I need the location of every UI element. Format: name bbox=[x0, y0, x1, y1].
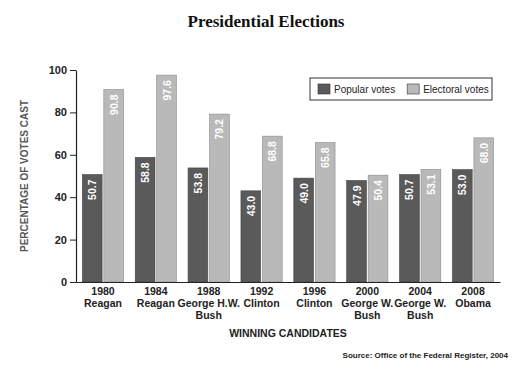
bars bbox=[82, 75, 493, 282]
bar bbox=[315, 143, 335, 282]
title: Presidential Elections bbox=[188, 12, 345, 31]
bar bbox=[241, 191, 261, 282]
x-tick-label: 1996Clinton bbox=[296, 285, 332, 309]
x-tick: 1996Clinton bbox=[296, 282, 332, 309]
y-tick: 100 bbox=[49, 64, 76, 76]
x-axis: 1980Reagan1984Reagan1988George H.W.Bush1… bbox=[77, 282, 501, 321]
bar bbox=[400, 175, 420, 282]
data-label: 68.0 bbox=[478, 143, 490, 164]
data-label: 50.7 bbox=[403, 179, 415, 200]
legend-item: Electoral votes bbox=[407, 84, 489, 95]
y-axis: 0 20 40 60 80 100 bbox=[49, 64, 77, 288]
y-tick-mark bbox=[70, 282, 76, 283]
plot: 50.7 58.8 53.8 43.0 49.0 47.9 50.7 53.0 90.8 97.6… bbox=[49, 64, 501, 321]
bar bbox=[421, 169, 441, 282]
legend-item: Popular votes bbox=[318, 84, 395, 95]
y-tick-label: 20 bbox=[55, 234, 67, 246]
y-tick-label: 0 bbox=[61, 276, 67, 288]
y-tick: 40 bbox=[55, 191, 76, 203]
legend-box bbox=[310, 78, 492, 100]
bar bbox=[347, 180, 367, 282]
x-tick: 2008Obama bbox=[455, 282, 491, 309]
y-tick: 20 bbox=[55, 234, 76, 246]
x-tick: 1984Reagan bbox=[137, 282, 175, 309]
bar bbox=[82, 175, 102, 282]
data-label: 97.6 bbox=[161, 80, 173, 101]
bar bbox=[104, 90, 124, 282]
bar bbox=[262, 136, 282, 282]
x-tick-label: 2004George W.Bush bbox=[394, 285, 446, 320]
x-tick: 1980Reagan bbox=[84, 282, 122, 309]
bar bbox=[157, 75, 177, 282]
y-axis-line bbox=[76, 71, 77, 283]
y-tick: 80 bbox=[55, 106, 76, 118]
data-label: 50.4 bbox=[372, 180, 384, 201]
legend: Popular votes Electoral votes bbox=[310, 78, 492, 100]
data-label: 68.8 bbox=[266, 141, 278, 162]
x-tick-label: 2000George W.Bush bbox=[341, 285, 393, 320]
legend-label: Electoral votes bbox=[423, 84, 489, 95]
x-axis-title: WINNING CANDIDATES bbox=[229, 327, 347, 339]
y-tick-mark bbox=[70, 155, 76, 156]
y-tick-mark bbox=[70, 197, 76, 198]
bar bbox=[474, 138, 494, 282]
legend-label: Popular votes bbox=[334, 84, 395, 95]
y-tick-label: 100 bbox=[49, 64, 67, 76]
legend-swatch bbox=[407, 84, 419, 94]
y-tick-mark bbox=[70, 240, 76, 241]
x-tick: 2004George W.Bush bbox=[394, 282, 446, 321]
data-label: 79.2 bbox=[213, 119, 225, 140]
data-label: 65.8 bbox=[319, 147, 331, 168]
bar bbox=[452, 170, 472, 282]
data-label: 43.0 bbox=[245, 196, 257, 217]
x-tick: 2000George W.Bush bbox=[341, 282, 393, 321]
data-label: 50.7 bbox=[86, 179, 98, 200]
y-tick: 0 bbox=[61, 276, 76, 288]
y-tick-mark bbox=[70, 112, 76, 113]
data-label: 90.8 bbox=[108, 94, 120, 115]
x-axis-line bbox=[77, 282, 501, 283]
x-tick-label: 1984Reagan bbox=[137, 285, 175, 309]
y-tick-label: 60 bbox=[55, 149, 67, 161]
legend-swatch bbox=[318, 84, 330, 94]
data-label: 49.0 bbox=[298, 183, 310, 204]
bar bbox=[188, 168, 208, 282]
x-tick: 1988George H.W.Bush bbox=[177, 282, 240, 321]
y-tick-mark bbox=[70, 70, 76, 71]
y-tick: 60 bbox=[55, 149, 76, 161]
bar bbox=[368, 175, 388, 282]
bar bbox=[294, 178, 314, 282]
data-label: 47.9 bbox=[351, 185, 363, 206]
source: Source: Office of the Federal Register, … bbox=[343, 351, 509, 360]
data-label: 58.8 bbox=[139, 162, 151, 183]
y-tick-label: 40 bbox=[55, 191, 67, 203]
y-tick-label: 80 bbox=[55, 106, 67, 118]
x-tick-label: 2008Obama bbox=[455, 285, 491, 309]
data-label: 53.1 bbox=[425, 174, 437, 195]
y-axis-title: PERCENTAGE OF VOTES CAST bbox=[19, 100, 30, 252]
x-tick: 1992Clinton bbox=[243, 282, 279, 309]
bar bbox=[210, 114, 230, 282]
data-label: 53.0 bbox=[456, 174, 468, 195]
x-tick-label: 1988George H.W.Bush bbox=[177, 285, 240, 320]
x-tick-label: 1992Clinton bbox=[243, 285, 279, 309]
bar bbox=[135, 157, 155, 282]
chart: Presidential Elections 50.7 58.8 53.8 43.0 49… bbox=[0, 0, 532, 372]
x-tick-label: 1980Reagan bbox=[84, 285, 122, 309]
data-label: 53.8 bbox=[192, 173, 204, 194]
